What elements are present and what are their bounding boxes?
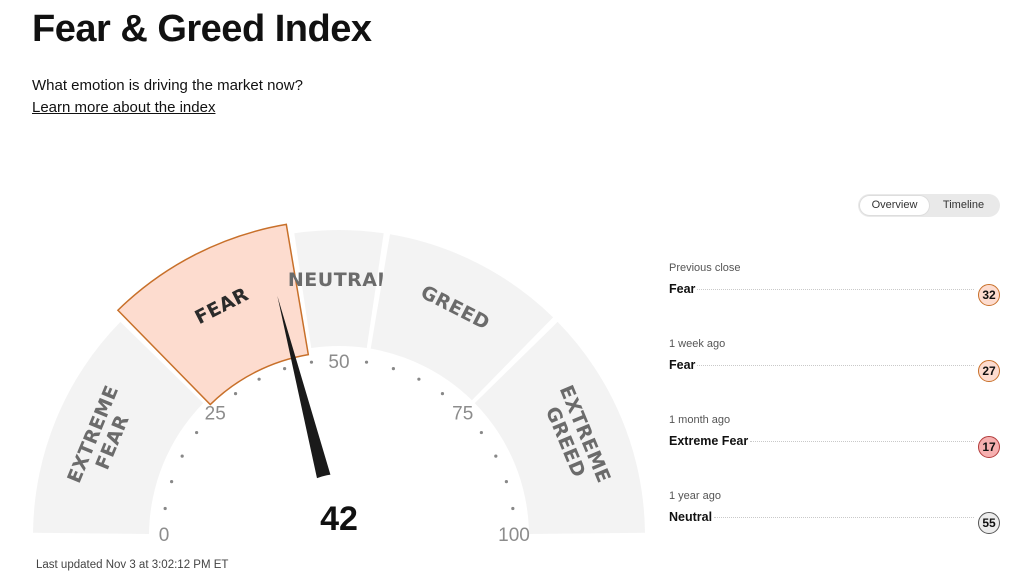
gauge-dot <box>257 377 261 381</box>
history-when: 1 month ago <box>669 414 731 426</box>
history-item-1-week-ago: 1 week ago Fear 27 <box>669 338 1000 388</box>
gauge-dot <box>195 430 199 435</box>
dotted-leader <box>714 516 974 518</box>
gauge-dot <box>511 506 515 511</box>
gauge-segment-label-neutral: NEUTRAL <box>288 269 390 291</box>
gauge-needle <box>277 295 331 480</box>
gauge-needle-group <box>277 295 331 480</box>
page-subtitle: What emotion is driving the market now? <box>32 77 303 94</box>
value-circle <box>277 474 401 550</box>
timeline-tab[interactable]: Timeline <box>942 199 985 211</box>
history-value-badge: 17 <box>978 436 1000 458</box>
gauge-tick-0: 0 <box>159 525 170 546</box>
page-title: Fear & Greed Index <box>32 8 372 50</box>
history-value-badge: 55 <box>978 512 1000 534</box>
history-item-1-month-ago: 1 month ago Extreme Fear 17 <box>669 414 1000 464</box>
gauge-dot <box>180 454 184 458</box>
gauge-dot <box>391 367 395 371</box>
gauge-tick-100: 100 <box>498 525 530 546</box>
gauge-dots <box>163 360 515 511</box>
history-value-badge: 32 <box>978 284 1000 306</box>
view-toggle: Overview Timeline <box>858 194 1000 217</box>
dotted-leader <box>697 364 974 366</box>
last-updated: Last updated Nov 3 at 3:02:12 PM ET <box>36 559 229 571</box>
dotted-leader <box>750 440 974 442</box>
fear-greed-gauge: EXTREMEFEARFEARNEUTRALGREEDEXTREMEGREED … <box>33 223 645 550</box>
overview-tab[interactable]: Overview <box>860 196 929 215</box>
gauge-dot <box>494 454 498 458</box>
history-when: 1 week ago <box>669 338 726 350</box>
gauge-dot <box>283 367 287 371</box>
history-label: Extreme Fear <box>669 434 749 448</box>
gauge-dot <box>364 360 369 364</box>
history-label: Fear <box>669 358 696 372</box>
history-label: Fear <box>669 282 696 296</box>
gauge-segment-extreme-fear <box>33 321 204 535</box>
gauge-tick-75: 75 <box>452 403 473 424</box>
gauge-dot <box>479 430 483 435</box>
gauge-segment-extreme-greed <box>474 321 645 535</box>
dotted-leader <box>697 288 974 290</box>
gauge-dot <box>440 392 445 396</box>
gauge-tick-labels: 0 25 50 75 100 <box>159 352 530 546</box>
history-when: Previous close <box>669 262 741 274</box>
gauge-dot <box>309 360 314 364</box>
gauge-dot <box>163 506 167 511</box>
history-label: Neutral <box>669 510 713 524</box>
gauge-value: 42 <box>320 500 358 538</box>
gauge-dot <box>417 377 421 381</box>
gauge-dot <box>170 480 174 484</box>
history-item-1-year-ago: 1 year ago Neutral 55 <box>669 490 1000 540</box>
learn-more-link[interactable]: Learn more about the index <box>32 99 216 116</box>
gauge-segment-greed <box>370 234 554 401</box>
gauge-dot <box>233 392 238 396</box>
history-item-previous-close: Previous close Fear 32 <box>669 262 1000 312</box>
gauge-tick-50: 50 <box>328 352 349 373</box>
history-when: 1 year ago <box>669 490 721 502</box>
gauge-dot <box>504 480 508 484</box>
gauge-segment-fear <box>116 223 310 406</box>
history-value-badge: 27 <box>978 360 1000 382</box>
gauge-segment-neutral <box>294 230 384 349</box>
gauge-tick-25: 25 <box>205 403 226 424</box>
